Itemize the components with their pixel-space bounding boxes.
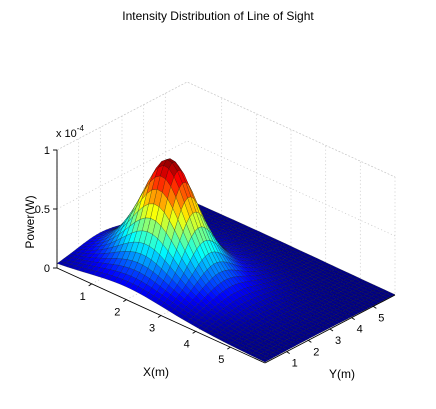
- z-multiplier-text: x 10: [56, 128, 77, 140]
- z-exponent-multiplier: x 10-4: [56, 124, 84, 140]
- z-axis-label: Power(W): [23, 195, 37, 248]
- x-tick-mark: [227, 346, 231, 350]
- y-axis-label: Y(m): [329, 367, 355, 381]
- z-tick-label: 0.5: [35, 204, 50, 216]
- y-tick-label: 1: [292, 358, 298, 370]
- x-tick-mark: [123, 299, 127, 303]
- x-tick-mark: [192, 330, 196, 334]
- y-tick-mark: [286, 351, 290, 355]
- chart-title: Intensity Distribution of Line of Sight: [122, 9, 314, 23]
- x-tick-label: 2: [114, 307, 120, 319]
- z-gridline: [56, 140, 396, 237]
- y-tick-mark: [351, 317, 355, 321]
- x-tick-mark: [88, 283, 92, 287]
- z-tick-label: 1: [44, 145, 50, 157]
- z-tick-label: 0: [44, 263, 50, 275]
- y-tick-label: 3: [335, 335, 341, 347]
- y-tick-label: 2: [313, 346, 319, 358]
- surface-patch: [259, 357, 269, 363]
- x-tick-label: 5: [218, 354, 224, 366]
- y-tick-mark: [308, 339, 312, 343]
- x-axis-label: X(m): [143, 365, 169, 379]
- x-tick-label: 3: [149, 323, 155, 335]
- z-gridline: [56, 81, 396, 178]
- z-exponent-text: -4: [77, 124, 85, 133]
- surface: [56, 158, 396, 363]
- axes-layer: 1 2 3 4 5 1 2 3 4 5 0 0.5 1: [35, 145, 396, 370]
- y-tick-mark: [329, 328, 334, 332]
- y-tick-label: 4: [357, 324, 363, 336]
- y-tick-mark: [373, 305, 377, 309]
- y-tick-label: 5: [378, 312, 384, 324]
- x-tick-label: 1: [80, 291, 86, 303]
- x-tick-mark: [157, 315, 162, 318]
- x-tick-label: 4: [184, 338, 190, 350]
